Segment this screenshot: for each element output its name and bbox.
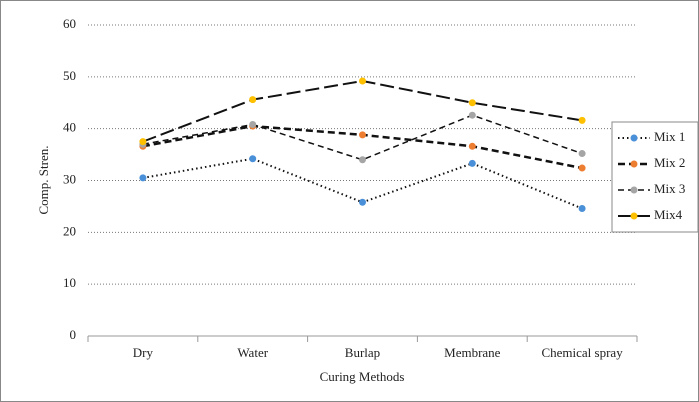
point xyxy=(468,111,476,119)
point xyxy=(468,142,476,150)
y-tick-label: 20 xyxy=(63,223,76,238)
series-line xyxy=(142,114,583,161)
legend-marker xyxy=(630,134,638,142)
legend-label: Mix4 xyxy=(654,207,683,222)
legend-marker xyxy=(630,160,638,168)
x-axis-label: Curing Methods xyxy=(320,369,405,384)
point xyxy=(359,198,366,206)
y-tick-label: 30 xyxy=(63,171,76,186)
point xyxy=(578,116,586,124)
point xyxy=(249,121,257,129)
y-tick-label: 60 xyxy=(63,16,76,31)
x-tick-label: Dry xyxy=(133,345,154,360)
legend-label: Mix 1 xyxy=(654,129,685,144)
x-tick-label: Chemical spray xyxy=(541,345,623,360)
point xyxy=(249,155,257,163)
legend-label: Mix 2 xyxy=(654,155,685,170)
point xyxy=(578,164,586,172)
point xyxy=(468,159,476,167)
y-tick-label: 50 xyxy=(63,68,76,83)
point xyxy=(249,96,257,104)
y-tick-label: 10 xyxy=(63,275,76,290)
point xyxy=(578,204,586,212)
legend-marker xyxy=(630,186,638,194)
x-tick-label: Burlap xyxy=(345,345,380,360)
y-axis-label: Comp. Stren. xyxy=(36,146,51,215)
y-tick-label: 40 xyxy=(63,120,76,135)
point xyxy=(468,99,476,107)
point xyxy=(139,138,147,146)
point xyxy=(359,77,366,85)
point xyxy=(359,131,366,139)
x-tick-label: Water xyxy=(237,345,268,360)
legend-marker xyxy=(630,212,638,220)
point xyxy=(139,174,147,182)
legend-label: Mix 3 xyxy=(654,181,685,196)
x-tick-label: Membrane xyxy=(444,345,501,360)
legend-box xyxy=(611,121,699,233)
point xyxy=(359,156,366,164)
point xyxy=(578,150,586,158)
y-tick-label: 0 xyxy=(70,327,77,342)
